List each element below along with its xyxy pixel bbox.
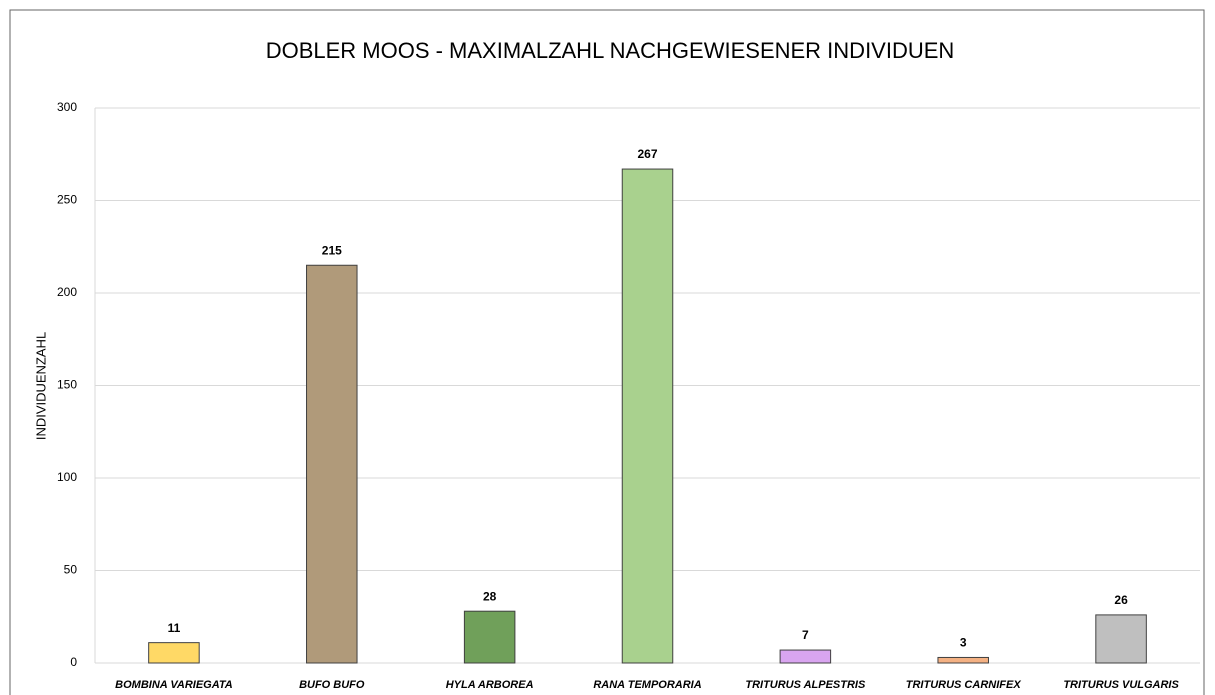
x-tick-label: RANA TEMPORARIA [593, 679, 701, 691]
bar [621, 168, 674, 664]
data-label: 11 [168, 621, 181, 635]
data-label: 215 [322, 243, 342, 257]
chart-title: DOBLER MOOS - MAXIMALZAHL NACHGEWIESENER… [266, 38, 955, 63]
y-axis-label: INDIVIDUENZAHL [33, 332, 48, 440]
y-tick-label: 300 [57, 100, 77, 114]
chart-frame [9, 9, 1205, 695]
bar [306, 264, 358, 664]
bar [148, 642, 200, 664]
data-label: 26 [1114, 593, 1128, 607]
data-label: 3 [960, 636, 967, 650]
bar [1095, 614, 1147, 664]
y-tick-label: 200 [57, 285, 77, 299]
y-tick-label: 150 [57, 378, 77, 392]
y-tick-label: 100 [57, 470, 77, 484]
y-tick-label: 250 [57, 193, 77, 207]
x-tick-label: TRITURUS CARNIFEX [906, 679, 1022, 691]
x-tick-label: TRITURUS VULGARIS [1063, 679, 1179, 691]
data-label: 267 [637, 147, 657, 161]
bar [463, 610, 516, 664]
x-tick-label: TRITURUS ALPESTRIS [745, 679, 866, 691]
bar [937, 656, 989, 664]
bar [779, 649, 832, 664]
y-tick-label: 50 [64, 563, 78, 577]
data-label: 28 [483, 589, 497, 603]
y-tick-label: 0 [70, 655, 77, 669]
x-tick-label: BUFO BUFO [299, 679, 365, 691]
data-label: 7 [802, 628, 809, 642]
x-tick-label: HYLA ARBOREA [446, 679, 534, 691]
x-tick-label: BOMBINA VARIEGATA [115, 679, 233, 691]
